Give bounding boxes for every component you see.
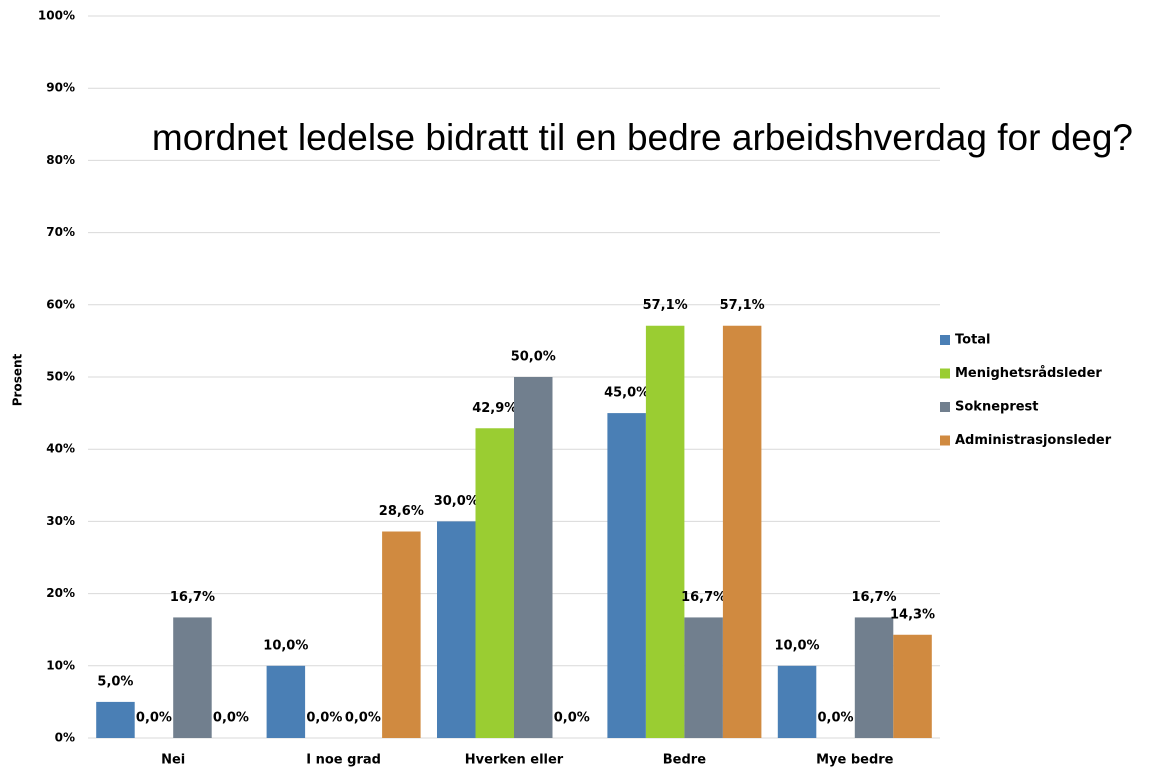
bar [893, 634, 932, 738]
bar [437, 521, 476, 738]
y-tick-label: 10% [46, 658, 75, 672]
value-label: 10,0% [774, 638, 819, 653]
y-tick-label: 80% [46, 153, 75, 167]
bar [722, 325, 762, 738]
y-tick-label: 100% [38, 9, 75, 23]
value-label: 42,9% [472, 401, 517, 416]
value-label: 5,0% [97, 674, 133, 689]
value-label: 0,0% [345, 711, 381, 726]
value-label: 0,0% [213, 711, 249, 726]
legend-swatch [940, 368, 950, 379]
value-label: 57,1% [643, 298, 688, 313]
x-tick-label: Hverken eller [465, 753, 564, 768]
bar [96, 701, 135, 738]
y-tick-label: 0% [55, 731, 75, 745]
y-tick-label: 40% [46, 442, 75, 456]
value-label: 50,0% [511, 350, 556, 365]
value-label: 16,7% [851, 590, 896, 605]
x-tick-label: Nei [161, 753, 185, 768]
value-label: 57,1% [720, 298, 765, 313]
y-tick-label: 50% [46, 370, 75, 384]
bar [645, 325, 685, 738]
chart-title: mordnet ledelse bidratt til en bedre arb… [152, 117, 1133, 158]
x-tick-label: Mye bedre [816, 753, 894, 768]
value-label: 45,0% [604, 386, 649, 401]
y-axis-label: Prosent [11, 353, 25, 406]
value-label: 0,0% [136, 711, 172, 726]
legend-swatch [940, 435, 950, 446]
value-label: 14,3% [890, 607, 935, 622]
value-label: 30,0% [434, 494, 479, 509]
y-tick-label: 30% [46, 514, 75, 528]
value-label: 0,0% [554, 711, 590, 726]
value-label: 28,6% [379, 504, 424, 519]
bar [173, 617, 212, 738]
value-label: 16,7% [170, 590, 215, 605]
legend-label: Menighetsrådsleder [955, 366, 1102, 381]
bar [607, 413, 646, 738]
legend-label: Sokneprest [955, 400, 1039, 415]
bar [382, 531, 421, 738]
bar [266, 665, 306, 738]
bar [684, 617, 723, 738]
value-label: 16,7% [681, 590, 726, 605]
x-tick-label: I noe grad [306, 753, 381, 768]
x-tick-label: Bedre [663, 753, 706, 768]
bar [777, 665, 817, 738]
legend-label: Total [955, 333, 991, 348]
y-tick-label: 90% [46, 81, 75, 95]
value-label: 10,0% [263, 638, 308, 653]
bar [475, 428, 514, 738]
y-tick-label: 20% [46, 586, 75, 600]
bar [514, 377, 553, 738]
legend-swatch [940, 402, 950, 412]
bar [854, 617, 894, 738]
value-label: 0,0% [818, 711, 854, 726]
legend-label: Administrasjonsleder [955, 433, 1112, 448]
value-label: 0,0% [306, 711, 342, 726]
legend-swatch [940, 335, 950, 345]
y-tick-label: 70% [46, 225, 75, 239]
y-tick-label: 60% [46, 297, 75, 311]
